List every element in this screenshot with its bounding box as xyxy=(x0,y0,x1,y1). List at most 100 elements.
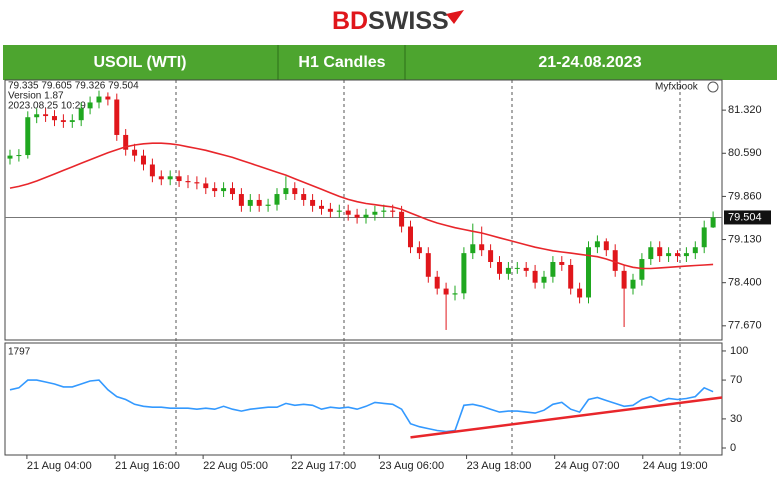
candle-body xyxy=(648,247,654,260)
candle-body xyxy=(354,214,360,218)
candle-body xyxy=(603,241,609,251)
candle-body xyxy=(639,259,645,280)
candle-body xyxy=(585,247,591,298)
x-tick-label: 22 Aug 05:00 xyxy=(203,460,268,472)
candle-body xyxy=(274,194,280,205)
candle-body xyxy=(318,205,324,209)
candle-body xyxy=(203,183,209,189)
candle-body xyxy=(7,155,13,159)
info-version: Version 1.87 xyxy=(8,91,64,102)
candle-body xyxy=(185,181,191,183)
candle-body xyxy=(363,214,369,218)
x-tick-label: 24 Aug 19:00 xyxy=(643,460,708,472)
candle-body xyxy=(212,188,218,192)
candle-body xyxy=(541,276,547,283)
candle-body xyxy=(399,211,405,227)
candle-body xyxy=(43,114,49,117)
candle-body xyxy=(372,211,378,215)
candle-body xyxy=(336,210,342,212)
candle-body xyxy=(194,182,200,184)
candle-body xyxy=(123,134,129,150)
candle-body xyxy=(434,276,440,289)
candle-body xyxy=(701,227,707,248)
candle-body xyxy=(105,96,111,100)
candle-body xyxy=(630,279,636,289)
candle-body xyxy=(265,204,271,206)
logo-suffix: SWISS xyxy=(368,7,449,35)
watermark-icon xyxy=(707,81,719,93)
header-bar xyxy=(3,45,777,80)
y-tick-label: 77.670 xyxy=(728,320,762,332)
candle-body xyxy=(78,108,84,121)
candle-body xyxy=(256,199,262,206)
candle-body xyxy=(345,210,351,215)
candle-body xyxy=(657,247,663,257)
y-tick-label: 80.590 xyxy=(728,147,762,159)
candle-body xyxy=(292,188,298,195)
candle-body xyxy=(96,96,102,103)
candle-body xyxy=(505,267,511,274)
candle-body xyxy=(612,250,618,271)
candle-body xyxy=(452,293,458,295)
indicator-label: 1797 xyxy=(8,347,31,358)
candle-body xyxy=(176,176,182,182)
indicator-line xyxy=(9,379,714,433)
watermark: Myfxbook xyxy=(655,82,699,93)
candle-body xyxy=(692,247,698,254)
info-ohlc: 79.335 79.605 79.326 79.504 xyxy=(8,81,139,92)
candle-body xyxy=(559,262,565,265)
y-tick-label: 70 xyxy=(730,374,742,386)
candle-body xyxy=(594,241,600,248)
x-tick-label: 21 Aug 04:00 xyxy=(27,460,92,472)
candle-body xyxy=(470,244,476,254)
candle-body xyxy=(51,116,57,121)
candle-body xyxy=(443,288,449,295)
candle-body xyxy=(167,176,173,180)
x-tick-label: 23 Aug 06:00 xyxy=(379,460,444,472)
candle-body xyxy=(496,262,502,274)
candle-body xyxy=(683,253,689,257)
candle-body xyxy=(25,117,31,156)
candle-body xyxy=(532,270,538,283)
candle-body xyxy=(407,226,413,248)
header-timeframe: H1 Candles xyxy=(298,54,385,71)
candle-body xyxy=(16,155,22,157)
x-tick-label: 24 Aug 07:00 xyxy=(555,460,620,472)
candle-body xyxy=(238,194,244,206)
candle-body xyxy=(461,253,467,294)
y-tick-label: 81.320 xyxy=(728,104,762,116)
current-price-label: 79.504 xyxy=(728,211,762,223)
candle-body xyxy=(310,199,316,206)
candle-body xyxy=(34,114,40,118)
logo-mark xyxy=(446,10,464,24)
candle-body xyxy=(87,102,93,109)
candle-body xyxy=(69,120,75,122)
candle-body xyxy=(132,149,138,156)
current-price-box xyxy=(724,210,771,225)
candle-body xyxy=(488,250,494,262)
x-tick-label: 21 Aug 16:00 xyxy=(115,460,180,472)
candle-body xyxy=(710,217,716,228)
candle-body xyxy=(416,247,422,254)
candle-body xyxy=(140,155,146,165)
candle-body xyxy=(479,244,485,251)
candle-body xyxy=(523,267,529,271)
candle-body xyxy=(621,270,627,289)
logo-prefix: BD xyxy=(332,7,368,35)
y-tick-label: 30 xyxy=(730,413,742,425)
candle-body xyxy=(247,199,253,206)
candle-body xyxy=(425,253,431,277)
candle-body xyxy=(114,99,120,135)
candle-body xyxy=(158,176,164,180)
candle-body xyxy=(390,210,396,212)
logo: BDSWISS xyxy=(332,7,449,35)
candle-body xyxy=(381,210,387,212)
candle-body xyxy=(60,120,66,122)
candle-body xyxy=(229,188,235,195)
info-time: 2023.08.25 10:29 xyxy=(8,101,86,112)
candle-body xyxy=(301,194,307,200)
y-tick-label: 79.130 xyxy=(728,233,762,245)
candle-body xyxy=(674,253,680,257)
